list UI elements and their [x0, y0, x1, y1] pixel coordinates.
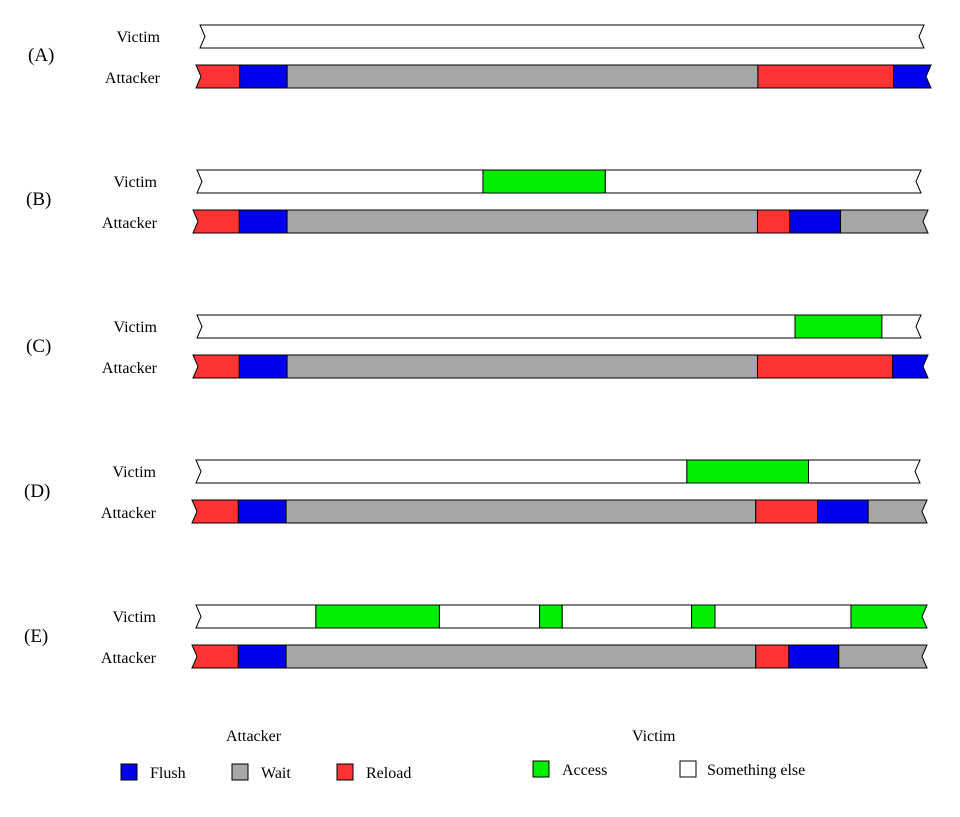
victim-track-label: Victim: [113, 464, 157, 481]
attacker-wait-segment: [840, 209, 929, 234]
attacker-track-label: Attacker: [102, 215, 158, 232]
attacker-flush-segment: [789, 209, 842, 234]
attacker-reload-segment: [195, 64, 241, 89]
attacker-flush-segment: [788, 644, 840, 669]
victim-access-segment: [539, 604, 563, 629]
attacker-wait-segment: [867, 499, 928, 524]
attacker-timeline-b: [192, 209, 929, 234]
attacker-timeline-a: [195, 64, 932, 89]
victim-something-else-segment: [195, 604, 317, 629]
legend-access-label: Access: [562, 762, 607, 779]
attacker-reload-segment: [191, 499, 239, 524]
attacker-wait-segment: [285, 644, 757, 669]
attacker-wait-segment: [838, 644, 928, 669]
victim-access-segment: [315, 604, 440, 629]
attacker-flush-segment: [816, 499, 869, 524]
attacker-flush-segment: [892, 354, 929, 379]
legend-reload-label: Reload: [366, 765, 411, 782]
victim-something-else-segment: [881, 314, 922, 339]
victim-timeline-e: [195, 604, 928, 629]
scenario-d: (D) Victim Attacker: [24, 459, 928, 524]
victim-track-label: Victim: [117, 29, 161, 46]
attacker-wait-segment: [285, 499, 757, 524]
scenario-label-a: (A): [28, 45, 54, 66]
victim-access-segment: [482, 169, 606, 194]
victim-timeline-c: [196, 314, 922, 339]
victim-something-else-segment: [438, 604, 541, 629]
victim-timeline-a: [199, 24, 925, 49]
attacker-timeline-e: [191, 644, 928, 669]
attacker-track-label: Attacker: [105, 70, 161, 87]
scenario-b: (B) Victim Attacker: [26, 169, 929, 234]
victim-something-else-segment: [196, 169, 484, 194]
attacker-flush-segment: [238, 354, 288, 379]
legend-wait-swatch: [231, 763, 249, 781]
attacker-wait-segment: [286, 64, 759, 89]
attacker-reload-segment: [755, 644, 790, 669]
legend-access-swatch: [532, 760, 550, 778]
legend-reload-swatch: [336, 763, 354, 781]
victim-track-label: Victim: [114, 319, 158, 336]
victim-access-segment: [794, 314, 883, 339]
attacker-flush-segment: [239, 64, 288, 89]
legend-something-else-swatch: [679, 760, 697, 778]
victim-something-else-segment: [195, 459, 688, 484]
victim-track-label: Victim: [113, 609, 157, 626]
scenario-label-c: (C): [26, 336, 51, 357]
legend-wait-label: Wait: [261, 765, 291, 782]
victim-timeline-b: [196, 169, 922, 194]
victim-timeline-d: [195, 459, 921, 484]
attacker-reload-segment: [192, 209, 240, 234]
attacker-reload-segment: [756, 209, 791, 234]
scenario-a: (A) Victim Attacker: [28, 24, 932, 89]
attacker-reload-segment: [756, 354, 894, 379]
attacker-timeline-c: [192, 354, 929, 379]
legend-flush-swatch: [120, 763, 138, 781]
victim-something-else-segment: [714, 604, 852, 629]
attacker-reload-segment: [191, 644, 239, 669]
attacker-reload-segment: [757, 64, 895, 89]
scenario-c: (C) Victim Attacker: [26, 314, 929, 379]
attacker-track-label: Attacker: [101, 650, 157, 667]
victim-access-segment: [850, 604, 928, 629]
attacker-timeline-d: [191, 499, 928, 524]
scenario-label-b: (B): [26, 189, 51, 210]
legend-attacker-title: Attacker: [226, 728, 282, 745]
scenario-e: (E) Victim Attacker: [24, 604, 928, 669]
scenario-label-d: (D): [24, 481, 50, 502]
attacker-flush-segment: [237, 499, 287, 524]
scenario-label-e: (E): [24, 626, 48, 647]
legend-something-else-label: Something else: [707, 762, 805, 779]
victim-access-segment: [691, 604, 716, 629]
legend-flush-label: Flush: [150, 765, 186, 782]
victim-something-else-segment: [561, 604, 693, 629]
attacker-flush-segment: [238, 209, 288, 234]
attacker-flush-segment: [893, 64, 932, 89]
attacker-reload-segment: [755, 499, 818, 524]
victim-something-else-segment: [199, 24, 925, 49]
attacker-track-label: Attacker: [102, 360, 158, 377]
attacker-track-label: Attacker: [101, 505, 157, 522]
legend: Attacker Victim Flush Wait Reload Access…: [120, 728, 805, 782]
attacker-wait-segment: [286, 209, 758, 234]
attacker-wait-segment: [286, 354, 758, 379]
victim-something-else-segment: [196, 314, 796, 339]
attacker-reload-segment: [192, 354, 240, 379]
legend-victim-title: Victim: [632, 728, 676, 745]
victim-track-label: Victim: [114, 174, 158, 191]
victim-access-segment: [686, 459, 809, 484]
attacker-flush-segment: [237, 644, 287, 669]
victim-something-else-segment: [604, 169, 922, 194]
victim-something-else-segment: [808, 459, 921, 484]
